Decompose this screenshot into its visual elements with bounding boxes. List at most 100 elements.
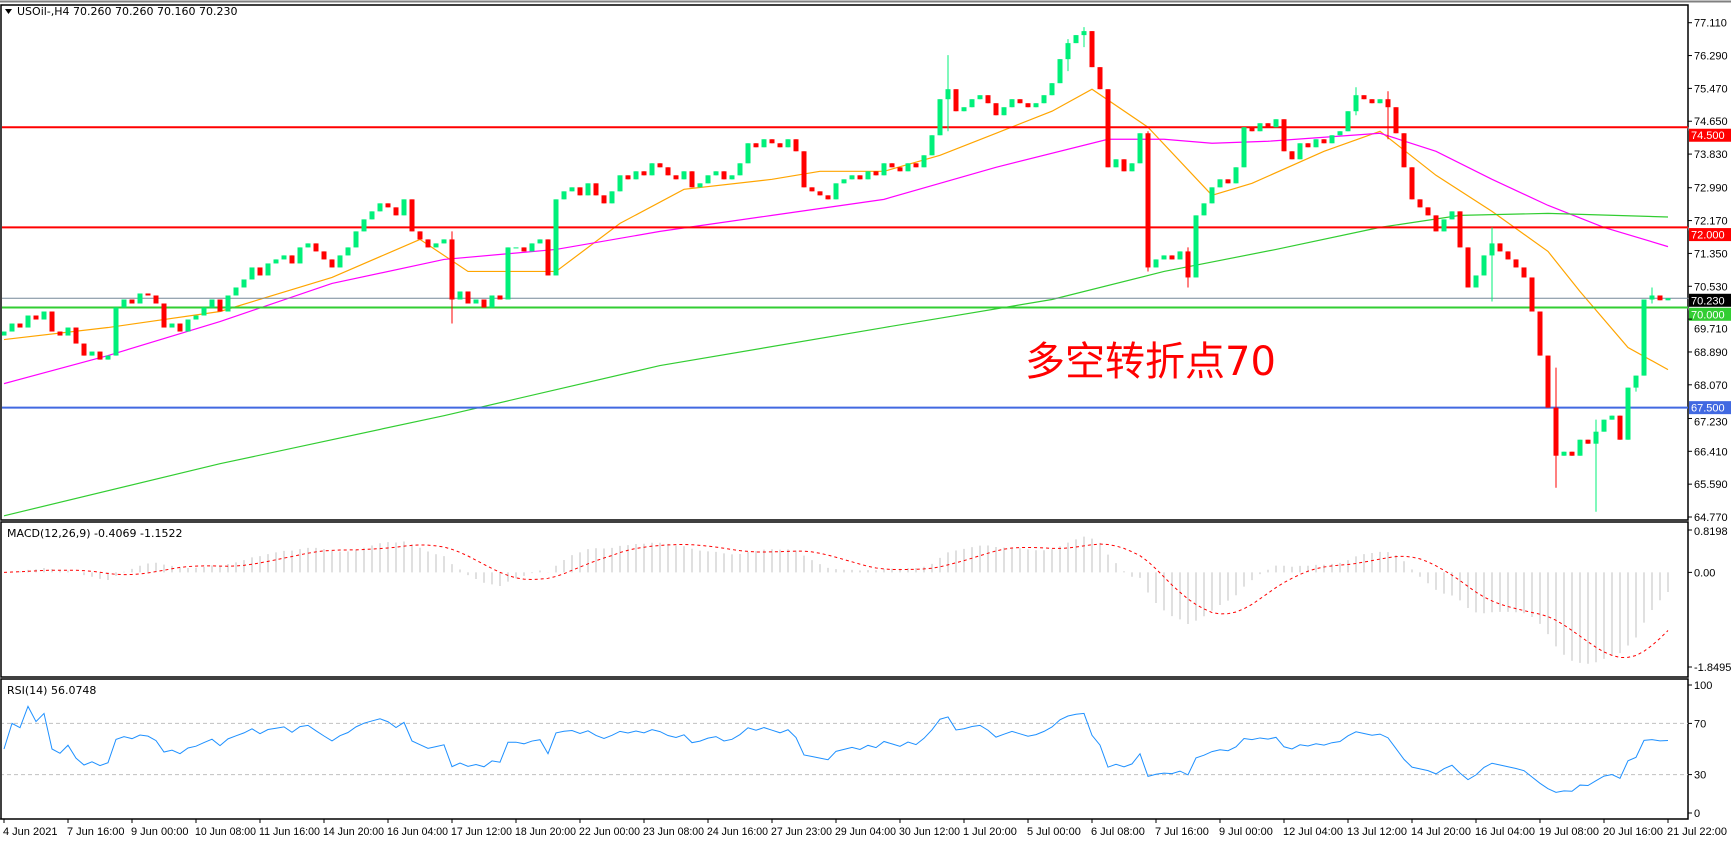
candle-body [1041,95,1047,104]
time-tick-label: 27 Jun 23:00 [771,826,832,838]
price-tick-label: 67.230 [1694,417,1728,429]
candle-body [1105,89,1111,168]
candle [1345,111,1351,132]
candle [441,239,447,244]
main-panel[interactable] [0,4,1689,521]
price-tick-label: 75.470 [1694,83,1728,95]
candle [25,315,31,328]
candle [193,315,199,320]
candle-body [97,351,103,360]
collapse-triangle-icon[interactable] [5,9,12,14]
candle-body [329,259,335,268]
time-tick-label: 6 Jul 08:00 [1091,826,1145,838]
candle-body [377,203,383,212]
candle [1033,103,1039,108]
candle-body [489,295,495,308]
candle-body [817,191,823,196]
candle-body [1609,415,1615,420]
candle-body [425,239,431,248]
candle-body [345,247,351,256]
candle-body [185,319,191,332]
candle-body [1273,119,1279,128]
time-tick-label: 16 Jun 04:00 [387,826,448,838]
level-price-label: 74.500 [1691,130,1725,142]
candle-body [1033,103,1039,108]
candle-body [1153,259,1159,268]
candle [185,319,191,332]
candle-body [1113,159,1119,168]
candle [369,211,375,220]
candle-body [1073,35,1079,44]
candle-body [513,247,519,249]
candle-body [1657,295,1663,301]
moving-average-line-ma-slow [3,212,1669,517]
candle-body [865,171,871,180]
candle [1601,419,1607,432]
candle [809,187,815,192]
candle-body [761,139,767,148]
candle-body [1193,215,1199,278]
candle [721,171,727,180]
candle [1265,123,1271,128]
time-tick-label: 18 Jun 20:00 [515,826,576,838]
candle-body [1025,103,1031,108]
candle [9,323,15,332]
time-tick-label: 13 Jul 12:00 [1347,826,1407,838]
candle-body [89,351,95,356]
candle-body [41,311,47,320]
candle [1009,99,1015,108]
candle [1425,207,1431,216]
candle [209,299,215,308]
candle [993,103,999,116]
macd-panel[interactable] [0,521,1689,678]
candle [729,175,735,180]
candle [937,99,943,136]
candle [1449,211,1455,220]
candle-body [1537,311,1543,356]
candle [761,139,767,148]
candle-body [1401,133,1407,168]
candle [1385,91,1391,140]
candle [777,143,783,148]
price-tick-label: 70.530 [1694,281,1728,293]
candle-body [305,243,311,248]
candle-body [441,239,447,244]
candle-body [449,239,455,300]
candle [985,95,991,104]
candle-body [1361,95,1367,100]
candle [817,191,823,196]
price-tick-label: 72.990 [1694,183,1728,195]
candle-body [561,191,567,200]
candle [1129,163,1135,172]
time-tick-label: 30 Jun 12:00 [899,826,960,838]
rsi-tick-label: 0 [1694,808,1700,820]
candle-body [1433,215,1439,232]
candle-body [1489,243,1495,256]
candle [945,55,951,132]
candle-body [657,163,663,168]
price-tick-label: 77.110 [1694,18,1727,30]
level-price-tag [1689,401,1731,415]
candle-body [729,175,735,180]
candle [457,291,463,300]
candle [1081,27,1087,48]
chart-header[interactable]: USOil-,H4 70.260 70.260 70.160 70.230 [5,5,237,18]
candle-body [961,107,967,112]
time-tick-label: 17 Jun 12:00 [451,826,512,838]
candle-body [649,163,655,176]
candle [1465,247,1471,288]
candle [1369,99,1375,104]
candle [1545,355,1551,408]
candle [465,291,471,304]
candle [849,175,855,180]
candle [1625,387,1631,440]
candle-body [849,175,855,180]
candle [1161,255,1167,260]
candle [705,175,711,184]
candle-body [1297,143,1303,160]
time-tick-label: 1 Jul 20:00 [963,826,1017,838]
candle-body [65,327,71,336]
candle [1273,119,1279,128]
candle-body [529,243,535,252]
